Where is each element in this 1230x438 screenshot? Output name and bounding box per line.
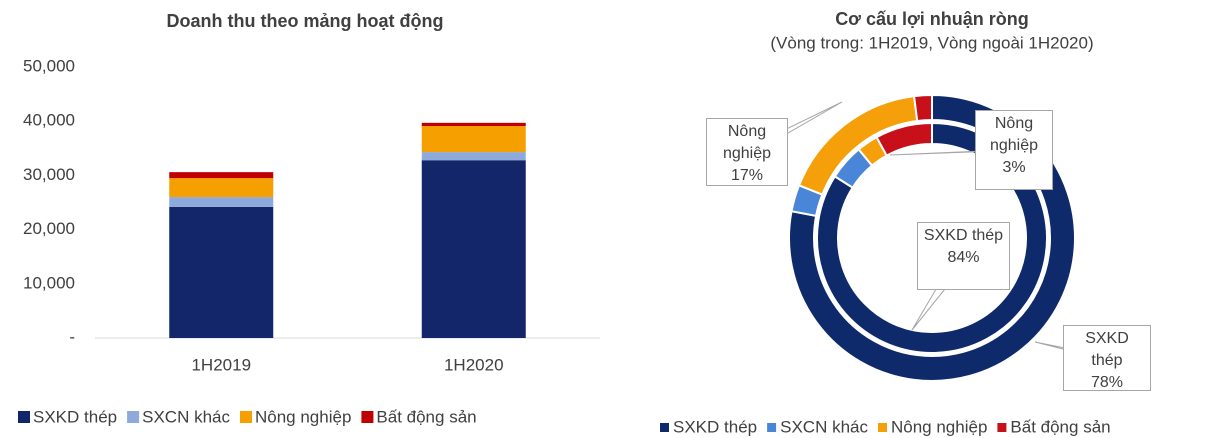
legend-label: SXKD thép (673, 417, 757, 436)
y-tick-label: 20,000 (23, 219, 75, 238)
bar-segment (169, 197, 274, 207)
data-label: SXKD thép 78% (1063, 325, 1151, 391)
bar-segment (169, 172, 274, 179)
data-label-value: 17% (730, 167, 764, 184)
x-tick-label: 1H2019 (191, 355, 251, 374)
bar-segment (421, 152, 526, 161)
donut-slice (912, 93, 933, 123)
data-label-value: 78% (1090, 374, 1124, 391)
data-label: SXKD thép 84% (917, 222, 1010, 290)
data-label-category: SXKD thép (923, 227, 1004, 244)
data-label-category: Nông nghiệp (989, 115, 1039, 154)
pie-subtitle: (Vòng trong: 1H2019, Vòng ngoài 1H2020) (770, 33, 1093, 52)
legend-label: Nông nghiệp (891, 417, 987, 436)
bar-segment (421, 160, 526, 338)
data-label-value: 84% (947, 249, 980, 266)
y-tick-label: 40,000 (23, 111, 75, 130)
legend-swatch (361, 411, 374, 423)
legend-label: SXKD thép (33, 407, 117, 426)
data-label-category: Nông nghiệp (722, 123, 772, 162)
donut-slice (816, 121, 1048, 354)
legend-label: SXCN khác (142, 407, 230, 426)
legend-label: Nông nghiệp (255, 407, 351, 426)
legend-swatch (877, 423, 887, 432)
x-tick-label: 1H2020 (444, 355, 504, 374)
legend-label: Bất động sản (376, 407, 476, 426)
legend-swatch (127, 411, 140, 423)
donut-slice (875, 121, 933, 157)
y-tick-label: 50,000 (23, 56, 75, 75)
data-label-category: SXKD thép (1085, 330, 1129, 369)
legend-swatch (239, 411, 252, 423)
data-label: Nông nghiệp 17% (706, 118, 788, 186)
bar-segment (421, 126, 526, 153)
y-tick-label: 30,000 (23, 165, 75, 184)
y-tick-label: - (69, 327, 75, 346)
bar-segment (169, 206, 274, 338)
data-label-value: 3% (1002, 159, 1026, 176)
donut-slice (788, 93, 1076, 382)
bar-segment (169, 178, 274, 198)
legend-swatch (767, 423, 777, 432)
legend-label: Bất động sản (1010, 417, 1110, 436)
legend-label: SXCN khác (780, 417, 868, 436)
bar-segment (421, 122, 526, 127)
pie-title: Cơ cấu lợi nhuận ròng (835, 9, 1029, 29)
y-tick-label: 10,000 (23, 273, 75, 292)
bar-title: Doanh thu theo mảng hoạt động (167, 11, 444, 31)
legend-swatch (660, 423, 669, 432)
data-label: Nông nghiệp 3% (975, 110, 1053, 190)
legend-swatch (18, 411, 30, 423)
legend-swatch (997, 423, 1007, 432)
